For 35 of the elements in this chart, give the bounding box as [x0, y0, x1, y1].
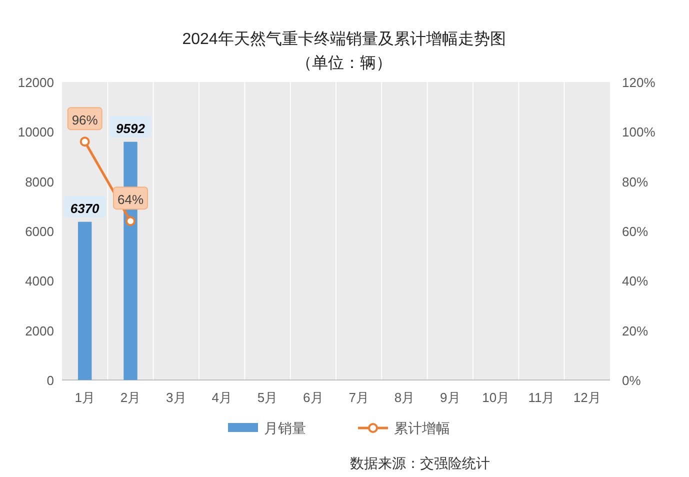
x-tick-label: 5月	[257, 390, 278, 405]
x-tick-label: 8月	[394, 390, 415, 405]
chart-title: 2024年天然气重卡终端销量及累计增幅走势图	[182, 30, 506, 48]
y2-tick-label: 40%	[622, 274, 648, 289]
y-tick-label: 10000	[18, 124, 54, 140]
y-tick-label: 0	[46, 373, 54, 388]
x-tick-label: 7月	[348, 390, 369, 405]
y2-tick-label: 80%	[622, 174, 648, 190]
text: 64%	[117, 192, 144, 208]
y2-tick-label: 100%	[622, 124, 656, 140]
y-tick-label: 2000	[25, 323, 54, 338]
x-tick-label: 10月	[482, 390, 510, 405]
y-tick-label: 8000	[25, 174, 54, 190]
x-tick-label: 2月	[120, 390, 141, 405]
x-tick-label: 12月	[573, 390, 601, 405]
x-tick-label: 3月	[166, 390, 186, 405]
y2-tick-label: 60%	[622, 224, 648, 239]
y-tick-label: 4000	[25, 274, 54, 289]
y2-tick-label: 0%	[622, 373, 642, 388]
legend-label: 月销量	[264, 420, 306, 436]
legend-label: 累计增幅	[394, 420, 450, 436]
x-tick-label: 9月	[440, 390, 460, 405]
x-tick-label: 1月	[74, 390, 95, 405]
x-tick-label: 4月	[212, 390, 232, 405]
text: 96%	[72, 112, 98, 128]
chart-subtitle: （单位：辆）	[296, 54, 392, 72]
y-tick-label: 12000	[18, 75, 54, 90]
x-tick-label: 11月	[528, 390, 555, 405]
source-note: 数据来源：交强险统计	[350, 455, 490, 471]
text: 9592	[116, 120, 145, 136]
text: 6370	[70, 200, 100, 216]
y2-tick-label: 120%	[622, 75, 656, 90]
y2-tick-label: 20%	[622, 323, 648, 338]
y-tick-label: 6000	[25, 224, 54, 239]
x-tick-label: 6月	[303, 390, 324, 405]
